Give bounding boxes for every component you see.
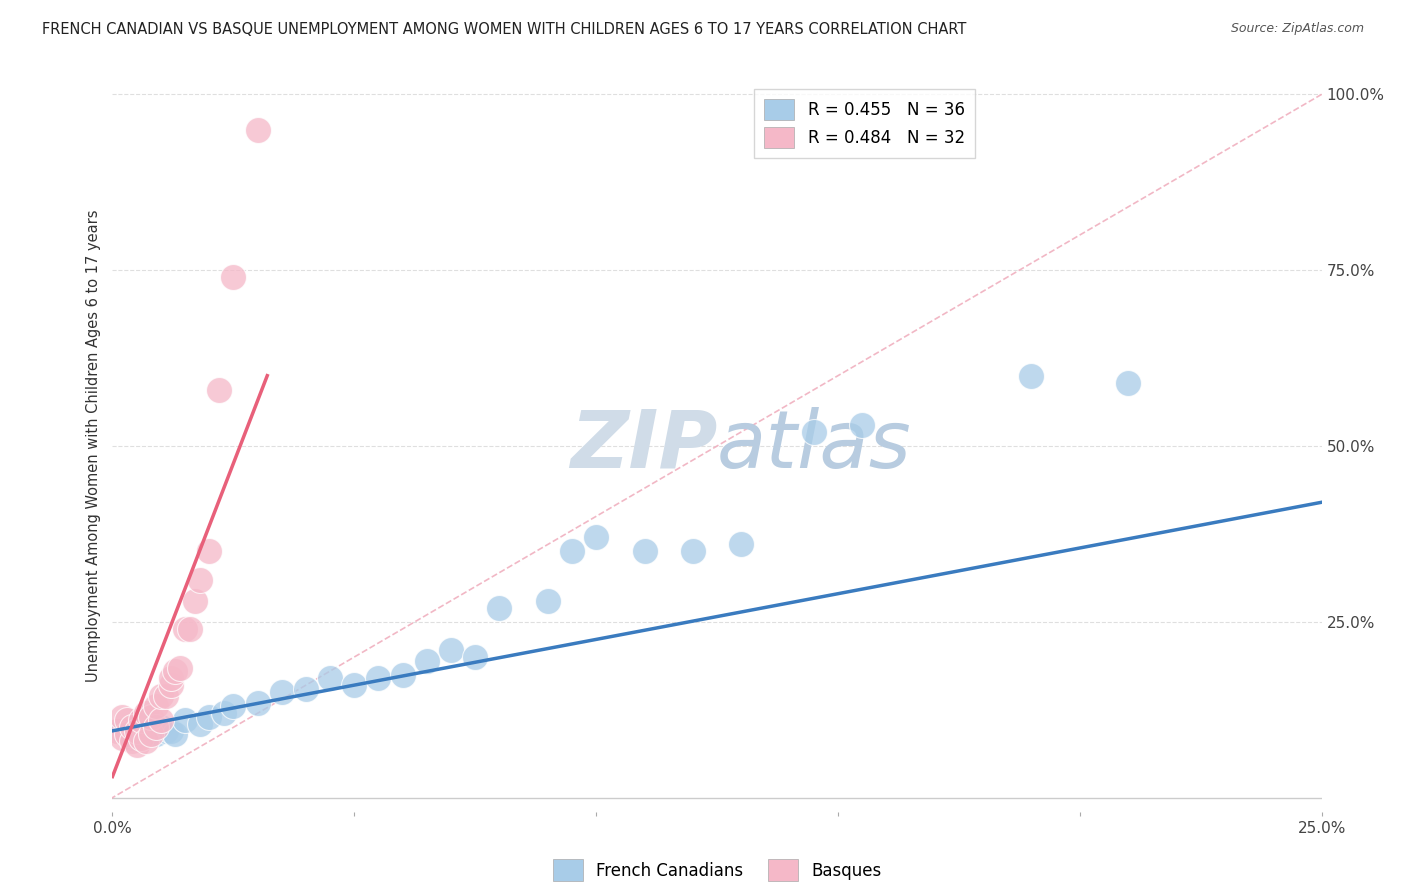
Point: [174, 714, 197, 728]
Point: [803, 425, 825, 439]
Point: [212, 706, 235, 721]
Point: [149, 689, 172, 703]
Y-axis label: Unemployment Among Women with Children Ages 6 to 17 years: Unemployment Among Women with Children A…: [86, 210, 101, 682]
Point: [145, 727, 167, 741]
Point: [155, 723, 177, 738]
Point: [1116, 376, 1139, 390]
Point: [111, 710, 134, 724]
Point: [135, 706, 157, 721]
Point: [111, 731, 134, 745]
Legend: French Canadians, Basques: French Canadians, Basques: [546, 853, 889, 888]
Point: [111, 723, 134, 738]
Point: [159, 671, 181, 685]
Point: [131, 714, 153, 728]
Point: [851, 417, 873, 432]
Point: [165, 664, 187, 678]
Point: [121, 734, 143, 748]
Text: Source: ZipAtlas.com: Source: ZipAtlas.com: [1230, 22, 1364, 36]
Point: [198, 544, 221, 558]
Point: [149, 714, 172, 728]
Point: [367, 671, 389, 685]
Point: [198, 710, 221, 724]
Point: [222, 270, 245, 285]
Point: [121, 731, 143, 745]
Point: [537, 593, 560, 607]
Point: [115, 727, 138, 741]
Point: [145, 699, 167, 714]
Text: ZIP: ZIP: [569, 407, 717, 485]
Point: [188, 573, 211, 587]
Point: [141, 710, 163, 724]
Text: atlas: atlas: [717, 407, 912, 485]
Point: [159, 723, 181, 738]
Point: [115, 714, 138, 728]
Point: [730, 537, 752, 551]
Point: [222, 699, 245, 714]
Point: [585, 530, 607, 544]
Point: [188, 716, 211, 731]
Point: [1021, 368, 1043, 383]
Point: [135, 734, 157, 748]
Point: [416, 653, 439, 667]
Point: [149, 720, 172, 734]
Point: [633, 544, 655, 558]
Point: [141, 723, 163, 738]
Point: [270, 685, 292, 699]
Point: [183, 593, 205, 607]
Point: [174, 622, 197, 636]
Point: [488, 600, 510, 615]
Point: [246, 696, 269, 710]
Point: [125, 723, 148, 738]
Point: [145, 720, 167, 734]
Point: [131, 714, 153, 728]
Point: [141, 727, 163, 741]
Point: [440, 643, 463, 657]
Point: [155, 689, 177, 703]
Point: [295, 681, 318, 696]
Point: [131, 731, 153, 745]
Point: [125, 738, 148, 752]
Text: FRENCH CANADIAN VS BASQUE UNEMPLOYMENT AMONG WOMEN WITH CHILDREN AGES 6 TO 17 YE: FRENCH CANADIAN VS BASQUE UNEMPLOYMENT A…: [42, 22, 966, 37]
Point: [179, 622, 201, 636]
Point: [246, 122, 269, 136]
Point: [561, 544, 583, 558]
Point: [135, 716, 157, 731]
Point: [121, 720, 143, 734]
Point: [105, 723, 128, 738]
Point: [391, 667, 413, 681]
Point: [319, 671, 342, 685]
Point: [165, 727, 187, 741]
Point: [208, 383, 231, 397]
Point: [159, 678, 181, 692]
Point: [682, 544, 704, 558]
Point: [343, 678, 366, 692]
Point: [464, 650, 486, 665]
Point: [169, 660, 191, 674]
